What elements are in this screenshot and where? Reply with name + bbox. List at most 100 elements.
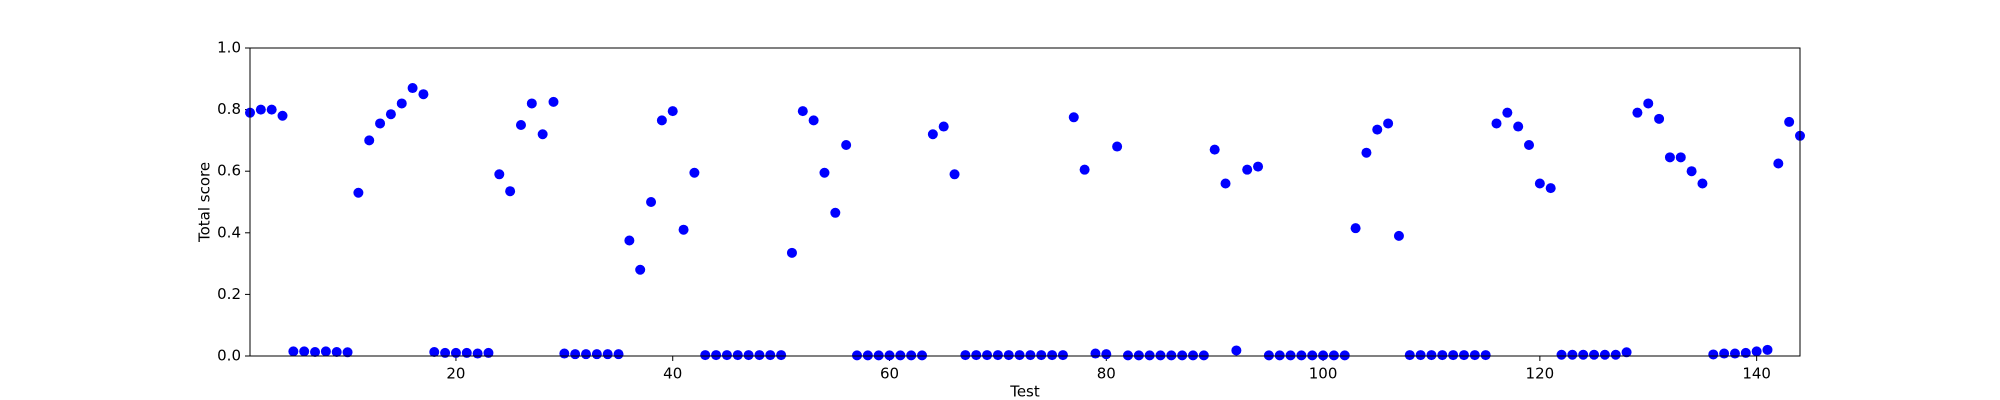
point [1350, 223, 1361, 234]
point [1480, 350, 1491, 361]
point [548, 96, 559, 107]
point [1057, 350, 1068, 361]
point [765, 350, 776, 361]
point [819, 167, 830, 178]
point [721, 350, 732, 361]
point [331, 346, 342, 357]
point [851, 350, 862, 361]
point [440, 347, 451, 358]
point [1285, 350, 1296, 361]
point [559, 348, 570, 359]
point [917, 350, 928, 361]
point [1177, 350, 1188, 361]
y-tick-label: 0.2 [217, 285, 241, 303]
x-tick-label: 120 [1526, 365, 1555, 383]
point [1784, 116, 1795, 127]
point [1491, 118, 1502, 129]
point [1253, 161, 1264, 172]
point [754, 350, 765, 361]
x-tick-label: 20 [446, 365, 465, 383]
point [700, 350, 711, 361]
point [1242, 164, 1253, 175]
point [1122, 350, 1133, 361]
y-tick-label: 0.8 [217, 100, 241, 118]
point [1578, 349, 1589, 360]
point [1220, 178, 1231, 189]
point [1328, 350, 1339, 361]
point [299, 346, 310, 357]
point [288, 346, 299, 357]
point [841, 140, 852, 151]
point [797, 106, 808, 117]
point [1188, 350, 1199, 361]
x-tick-label: 80 [1097, 365, 1116, 383]
y-tick-label: 1.0 [217, 39, 241, 57]
y-tick-label: 0.0 [217, 347, 241, 365]
point [1372, 124, 1383, 135]
point [1112, 141, 1123, 152]
point [743, 350, 754, 361]
point [1090, 348, 1101, 359]
point [385, 109, 396, 120]
point [1274, 350, 1285, 361]
point [418, 89, 429, 100]
point [1393, 230, 1404, 241]
point [1383, 118, 1394, 129]
point [1610, 349, 1621, 360]
point [1209, 144, 1220, 155]
point [1654, 113, 1665, 124]
point [320, 346, 331, 357]
point [1719, 348, 1730, 359]
point [776, 350, 787, 361]
point [342, 347, 353, 358]
x-tick-label: 60 [880, 365, 899, 383]
point [1632, 107, 1643, 118]
point [992, 350, 1003, 361]
point [884, 350, 895, 361]
y-axis-label: Total score [196, 162, 214, 243]
x-tick-label: 40 [663, 365, 682, 383]
point [1014, 350, 1025, 361]
point [711, 350, 722, 361]
point [938, 121, 949, 132]
point [1047, 350, 1058, 361]
point [537, 129, 548, 140]
point [906, 350, 917, 361]
point [1502, 107, 1513, 118]
point [732, 350, 743, 361]
point [375, 118, 386, 129]
point [1556, 349, 1567, 360]
point [472, 348, 483, 359]
point [1361, 147, 1372, 158]
point [526, 98, 537, 109]
point [515, 120, 526, 130]
point [1469, 350, 1480, 361]
point [1664, 152, 1675, 163]
y-tick-label: 0.4 [217, 223, 241, 241]
point [1621, 347, 1632, 358]
point [1296, 350, 1307, 361]
point [982, 350, 993, 361]
point [1263, 350, 1274, 361]
point [1307, 350, 1318, 361]
point [960, 350, 971, 361]
point [1751, 346, 1762, 357]
point [450, 347, 461, 358]
point [310, 346, 321, 357]
point [613, 349, 624, 360]
point [1003, 350, 1014, 361]
point [1599, 349, 1610, 360]
point [483, 347, 494, 358]
point [1036, 350, 1047, 361]
point [1675, 152, 1686, 163]
point [1068, 112, 1079, 123]
point [1101, 349, 1112, 360]
point [1025, 350, 1036, 361]
point [1708, 349, 1719, 360]
x-tick-label: 100 [1309, 365, 1338, 383]
point [862, 350, 873, 361]
point [255, 104, 266, 115]
point [353, 187, 364, 198]
point [581, 349, 592, 360]
